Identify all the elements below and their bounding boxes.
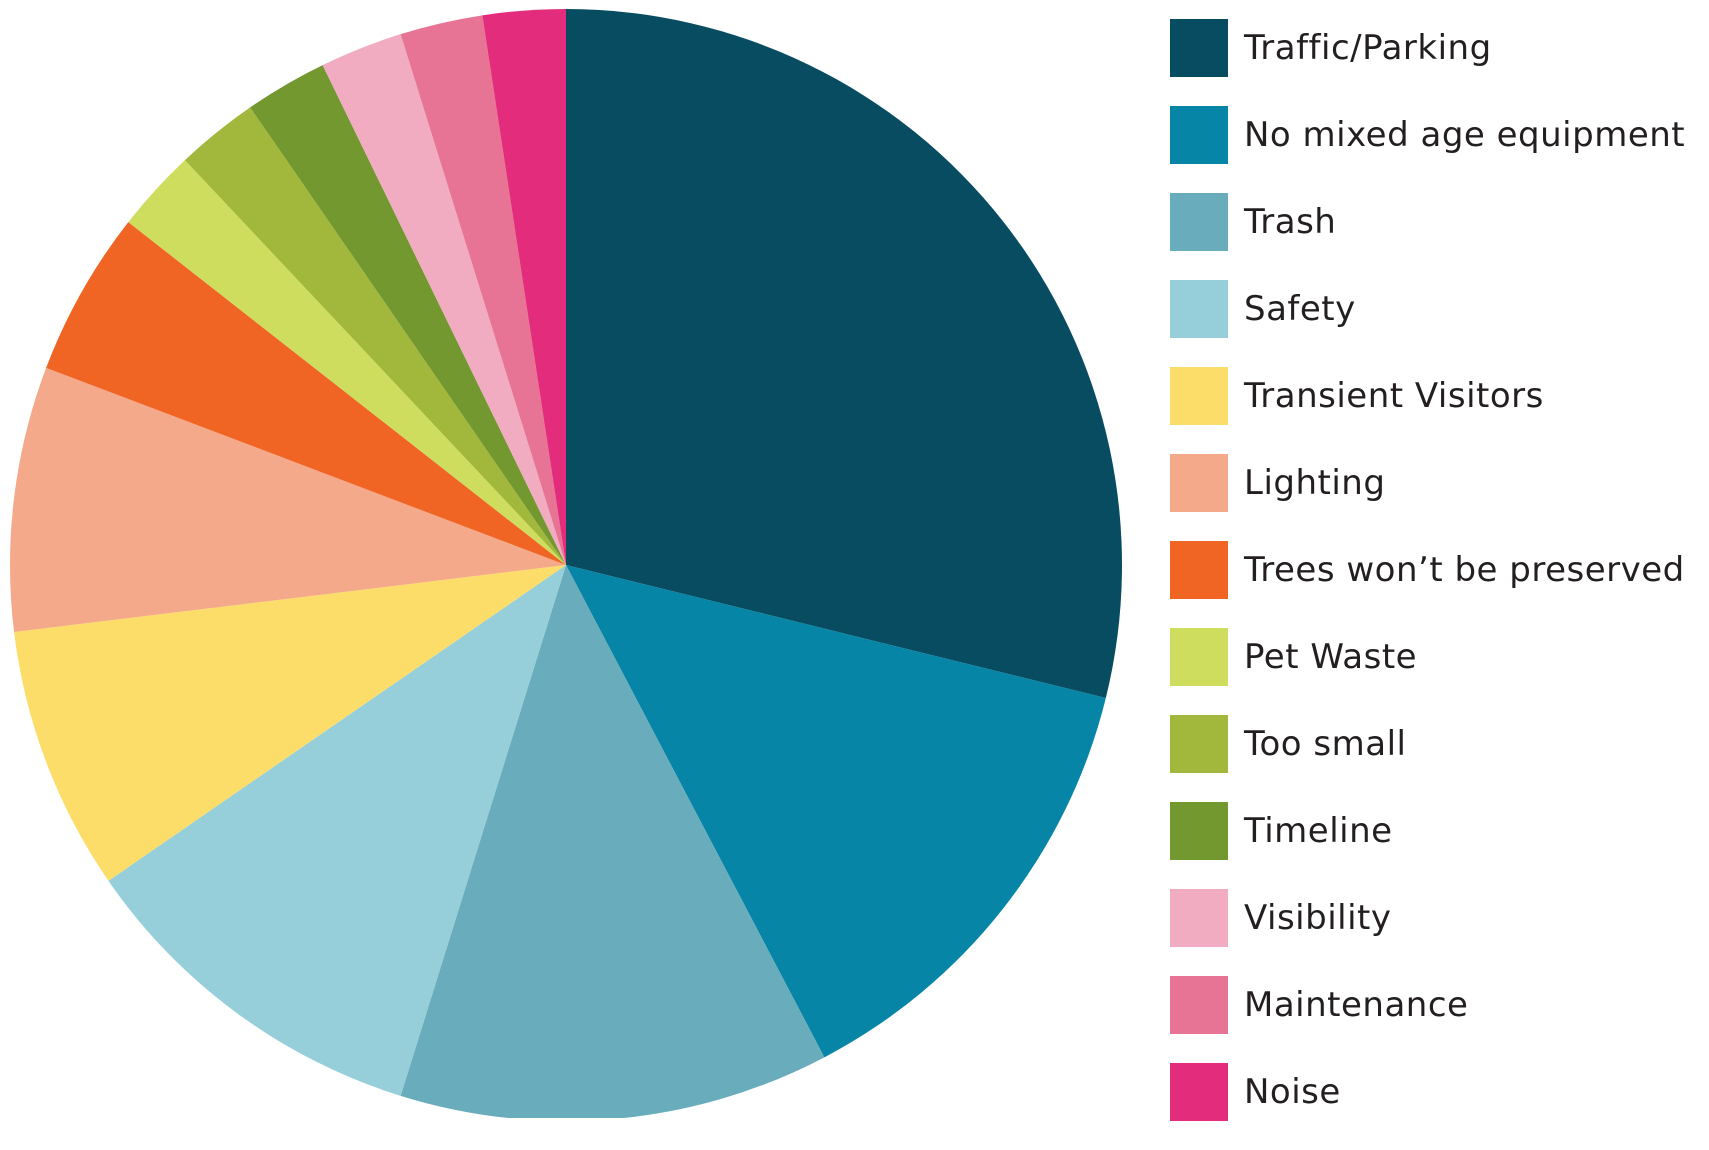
legend-swatch	[1170, 802, 1228, 860]
legend-label: Traffic/Parking	[1244, 28, 1492, 68]
legend-item: Traffic/Parking	[1170, 19, 1685, 77]
legend-label: Safety	[1244, 289, 1356, 329]
pie-plot-area	[10, 9, 1122, 1118]
legend-item: Noise	[1170, 1063, 1685, 1121]
legend-item: Transient Visitors	[1170, 367, 1685, 425]
legend-label: Pet Waste	[1244, 637, 1418, 677]
legend-swatch	[1170, 889, 1228, 947]
pie-slice-maintenance	[400, 15, 566, 565]
legend-swatch	[1170, 19, 1228, 77]
pie-slice-lighting	[10, 367, 567, 633]
legend-swatch	[1170, 193, 1228, 251]
legend-label: Lighting	[1244, 463, 1386, 503]
legend-swatch	[1170, 280, 1228, 338]
legend-swatch	[1170, 541, 1228, 599]
legend-item: Maintenance	[1170, 976, 1685, 1034]
pie-chart: Traffic/Parking No mixed age equipment Tra…	[10, 9, 1685, 1121]
pie-slice-noise	[482, 9, 566, 565]
legend-swatch	[1170, 106, 1228, 164]
pie-slice-timeline	[250, 65, 566, 566]
pie-slice-visibility	[322, 34, 566, 566]
legend-label: Noise	[1244, 1072, 1341, 1112]
legend-label: Transient Visitors	[1244, 376, 1544, 416]
legend-label: Maintenance	[1244, 985, 1469, 1025]
legend-item: No mixed age equipment	[1170, 106, 1685, 164]
legend-swatch	[1170, 628, 1228, 686]
legend-swatch	[1170, 715, 1228, 773]
legend-label: Trees won’t be preserved	[1244, 550, 1685, 590]
legend-item: Lighting	[1170, 454, 1685, 512]
legend-item: Timeline	[1170, 802, 1685, 860]
legend-label: Timeline	[1244, 811, 1393, 851]
legend-label: No mixed age equipment	[1244, 115, 1686, 155]
legend-label: Visibility	[1244, 898, 1392, 938]
pie-slice-too-small	[184, 107, 567, 566]
chart-legend: Traffic/Parking No mixed age equipment Tra…	[1170, 19, 1685, 1150]
legend-swatch	[1170, 454, 1228, 512]
legend-item: Safety	[1170, 280, 1685, 338]
legend-label: Trash	[1244, 202, 1337, 242]
pie-slice-traffic-parking	[566, 9, 1122, 699]
legend-swatch	[1170, 367, 1228, 425]
pie-slice-safety	[108, 565, 567, 1096]
legend-label: Too small	[1244, 724, 1407, 764]
pie-slice-no-mixed-age-equipment	[566, 565, 1106, 1058]
pie-slice-pet-waste	[128, 160, 566, 565]
pie-slice-trash	[400, 565, 825, 1118]
legend-item: Pet Waste	[1170, 628, 1685, 686]
pie-slice-transient-visitors	[14, 565, 566, 881]
legend-swatch	[1170, 976, 1228, 1034]
legend-item: Too small	[1170, 715, 1685, 773]
legend-item: Visibility	[1170, 889, 1685, 947]
pie-slice-trees-won-t-be-preserved	[46, 222, 566, 565]
legend-swatch	[1170, 1063, 1228, 1121]
legend-item: Trash	[1170, 193, 1685, 251]
legend-item: Trees won’t be preserved	[1170, 541, 1685, 599]
